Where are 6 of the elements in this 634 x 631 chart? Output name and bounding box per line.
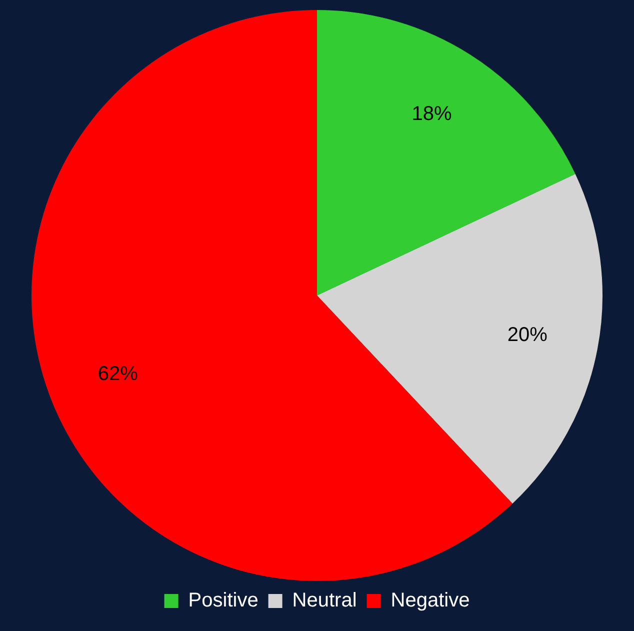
legend-label: Positive — [188, 590, 258, 612]
legend-label: Neutral — [292, 590, 357, 612]
data-label: 20% — [507, 324, 548, 346]
legend-label: Negative — [390, 590, 470, 612]
data-label: 62% — [98, 362, 138, 385]
data-label: 18% — [412, 103, 452, 126]
